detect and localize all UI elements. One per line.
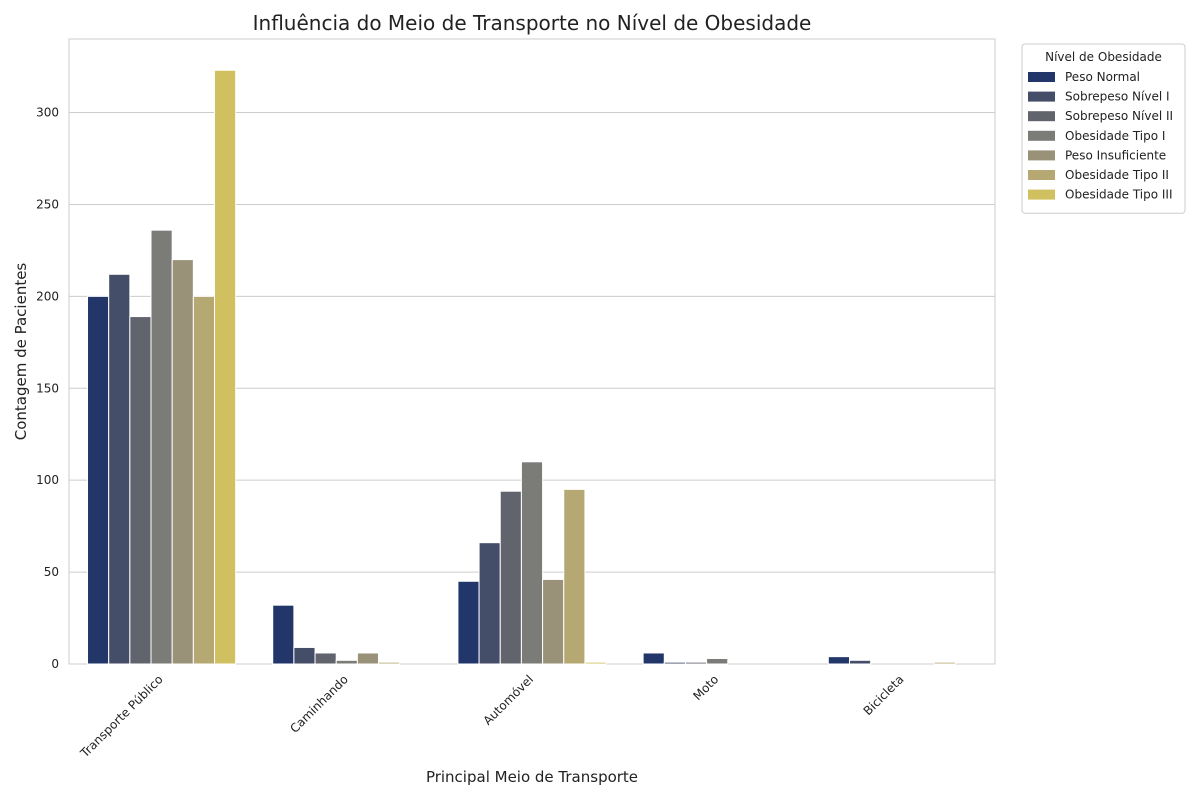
legend-item: Peso Insuficiente (1028, 148, 1166, 162)
x-tick-label: Transporte Público (77, 672, 166, 761)
bar (129, 316, 152, 665)
legend-item: Obesidade Tipo III (1028, 188, 1173, 202)
legend-item: Peso Normal (1028, 70, 1140, 84)
bar (584, 661, 607, 665)
y-tick-label: 150 (36, 381, 59, 395)
bar (457, 580, 480, 665)
bar (520, 461, 544, 665)
bar (499, 490, 522, 665)
x-tick-label: Caminhando (287, 672, 351, 736)
legend-box (1021, 43, 1186, 214)
bar (214, 69, 237, 665)
y-tick-label: 100 (36, 473, 59, 487)
legend-swatch (1028, 130, 1055, 141)
chart-title: Influência do Meio de Transporte no Níve… (253, 11, 812, 35)
y-tick-label: 0 (51, 657, 59, 671)
y-tick-label: 250 (36, 197, 59, 211)
legend-swatch (1028, 91, 1055, 102)
legend-item: Obesidade Tipo I (1028, 129, 1165, 143)
bar (684, 661, 708, 665)
legend-items: Peso Normal Sobrepeso Nível I Sobrepeso Ní… (1028, 70, 1173, 202)
bar (272, 604, 295, 665)
x-axis-ticks: Transporte Público Caminhando Automóvel Mot… (77, 672, 906, 761)
bar (706, 657, 729, 665)
y-tick-label: 200 (36, 289, 59, 303)
legend-title: Nível de Obesidade (1045, 50, 1162, 64)
legend-swatch (1028, 72, 1055, 82)
bar (150, 229, 173, 665)
bar (108, 273, 131, 665)
bar (171, 259, 194, 665)
y-tick-label: 50 (44, 565, 59, 579)
legend: Nível de Obesidade Peso Normal Sobrepeso … (1021, 43, 1186, 214)
x-axis-label: Principal Meio de Transporte (426, 768, 638, 786)
legend-swatch (1028, 150, 1055, 161)
legend-label: Obesidade Tipo II (1065, 168, 1169, 182)
bar (293, 646, 316, 665)
bar (663, 661, 686, 665)
x-tick-label: Automóvel (480, 672, 536, 728)
legend-item: Sobrepeso Nível I (1028, 90, 1170, 104)
bar (542, 578, 565, 665)
bar (933, 661, 956, 665)
bar (335, 659, 358, 665)
bar (356, 652, 380, 665)
legend-swatch (1028, 189, 1055, 200)
bar (314, 652, 337, 665)
bar (642, 652, 665, 665)
legend-item: Obesidade Tipo II (1028, 168, 1169, 182)
x-tick-label: Bicicleta (861, 672, 907, 718)
legend-swatch (1028, 111, 1055, 122)
legend-label: Obesidade Tipo I (1065, 129, 1165, 143)
bars (87, 69, 956, 665)
legend-label: Sobrepeso Nível I (1065, 90, 1170, 104)
legend-label: Peso Normal (1065, 70, 1140, 84)
x-tick-label: Moto (690, 672, 721, 703)
bar (827, 656, 850, 665)
legend-label: Peso Insuficiente (1065, 148, 1166, 162)
bar (478, 542, 501, 665)
bar (378, 661, 401, 665)
bar (192, 295, 216, 665)
legend-label: Obesidade Tipo III (1065, 188, 1173, 202)
legend-swatch (1028, 170, 1055, 180)
y-axis-label: Contagem de Pacientes (12, 263, 30, 441)
bar (563, 488, 586, 665)
bar (848, 659, 872, 665)
y-tick-label: 300 (36, 106, 59, 120)
y-axis-ticks: 0 50 100 150 200 250 300 (36, 106, 59, 671)
bar (87, 295, 110, 665)
legend-label: Sobrepeso Nível II (1065, 109, 1173, 123)
legend-item: Sobrepeso Nível II (1028, 109, 1173, 123)
